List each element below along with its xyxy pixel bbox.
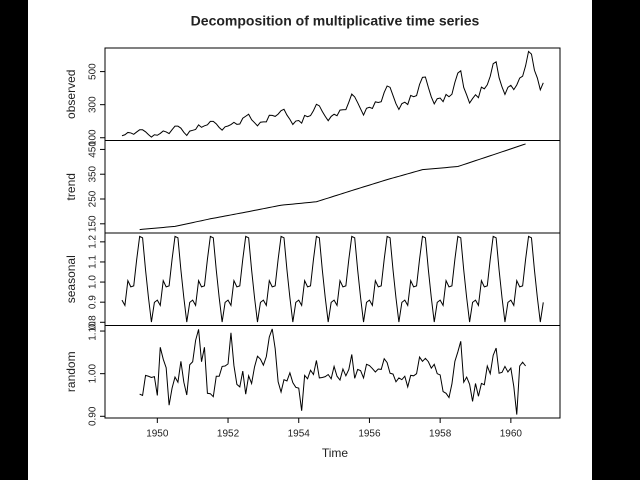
side-bar [592, 0, 640, 480]
x-tick-label: 1954 [288, 429, 311, 440]
series-line [121, 50, 544, 138]
y-tick-label: 1.0 [88, 275, 99, 289]
side-bar [0, 0, 28, 480]
x-tick-label: 1960 [500, 429, 523, 440]
y-tick-label: 1.2 [88, 234, 99, 248]
y-tick-label: 500 [88, 63, 99, 80]
y-tick-label: 250 [88, 190, 99, 207]
y-axis-label: random [64, 351, 78, 392]
x-tick-label: 1952 [217, 429, 240, 440]
series-line [139, 328, 526, 415]
y-tick-label: 0.9 [88, 295, 99, 309]
y-tick-label: 450 [88, 141, 99, 158]
panel-frame [104, 140, 561, 234]
y-tick-label: 150 [88, 215, 99, 232]
y-tick-label: 0.8 [88, 315, 99, 329]
y-tick-label: 300 [88, 96, 99, 113]
x-tick-label: 1950 [146, 429, 169, 440]
chart-title: Decomposition of multiplicative time ser… [191, 13, 480, 29]
y-tick-label: 1.00 [88, 364, 99, 384]
y-tick-label: 0.90 [88, 406, 99, 426]
x-tick-label: 1958 [429, 429, 452, 440]
series-line [121, 235, 544, 323]
series-line [139, 143, 526, 231]
panel-frame [104, 47, 561, 141]
y-tick-label: 1.10 [88, 321, 99, 341]
y-tick-label: 1.1 [88, 255, 99, 269]
x-axis-label: Time [322, 446, 349, 460]
x-tick-label: 1956 [358, 429, 381, 440]
y-axis-label: seasonal [64, 255, 78, 303]
y-axis-label: observed [64, 70, 78, 119]
y-tick-label: 100 [88, 129, 99, 146]
y-axis-label: trend [64, 173, 78, 200]
panel-frame [104, 325, 561, 419]
y-tick-label: 350 [88, 165, 99, 182]
